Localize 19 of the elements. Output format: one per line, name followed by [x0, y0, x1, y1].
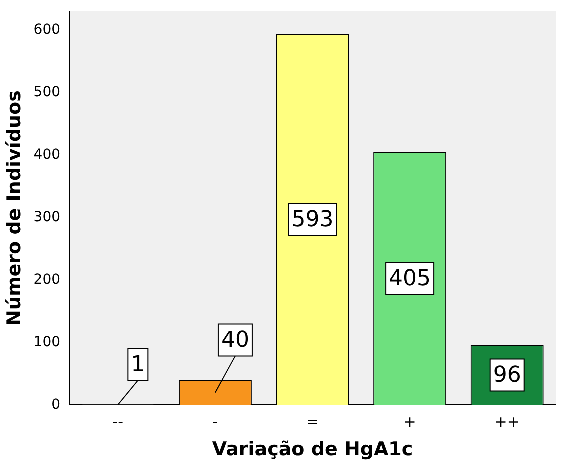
y-axis-title: Número de Indivíduos — [3, 90, 26, 326]
y-tick-label: 600 — [34, 22, 61, 38]
y-tick-label: 300 — [34, 209, 61, 226]
x-tick-label: -- — [112, 413, 124, 432]
x-tick-label: ++ — [494, 413, 520, 432]
data-label: 40 — [221, 328, 250, 353]
y-tick-label: 200 — [34, 272, 61, 288]
x-axis-title: Variação de HgA1c — [212, 438, 414, 461]
y-tick-label: 500 — [34, 84, 61, 100]
x-tick-label: + — [404, 413, 416, 432]
data-label: 593 — [292, 208, 334, 233]
data-label: 1 — [131, 352, 146, 378]
y-tick-label: 100 — [34, 334, 61, 350]
data-label: 405 — [389, 266, 432, 292]
y-tick-label: 0 — [52, 396, 61, 413]
x-tick-label: - — [212, 413, 218, 432]
y-tick-label: 400 — [34, 146, 61, 163]
data-label: 96 — [493, 362, 522, 388]
x-tick-label: = — [306, 413, 320, 432]
